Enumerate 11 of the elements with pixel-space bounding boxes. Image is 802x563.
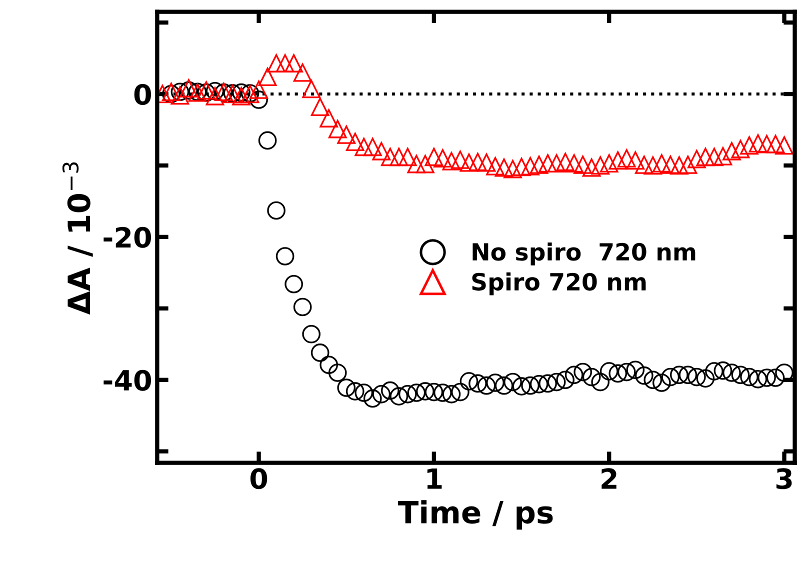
y-tick-label: 0: [134, 84, 152, 105]
x-tick-label: 2: [602, 468, 616, 489]
legend-label: No spiro 720 nm: [472, 242, 696, 266]
y-tick-label: -40: [104, 370, 152, 391]
legend-label: Spiro 720 nm: [472, 272, 646, 296]
y-axis-title: ΔA / 10$^{−3}$: [62, 162, 93, 315]
x-tick-label: 1: [427, 468, 442, 489]
x-tick-label: 0: [250, 468, 268, 490]
x-axis-title: Time / ps: [398, 500, 553, 530]
y-tick-label: -20: [104, 226, 152, 248]
x-tick-label: 3: [776, 468, 792, 490]
